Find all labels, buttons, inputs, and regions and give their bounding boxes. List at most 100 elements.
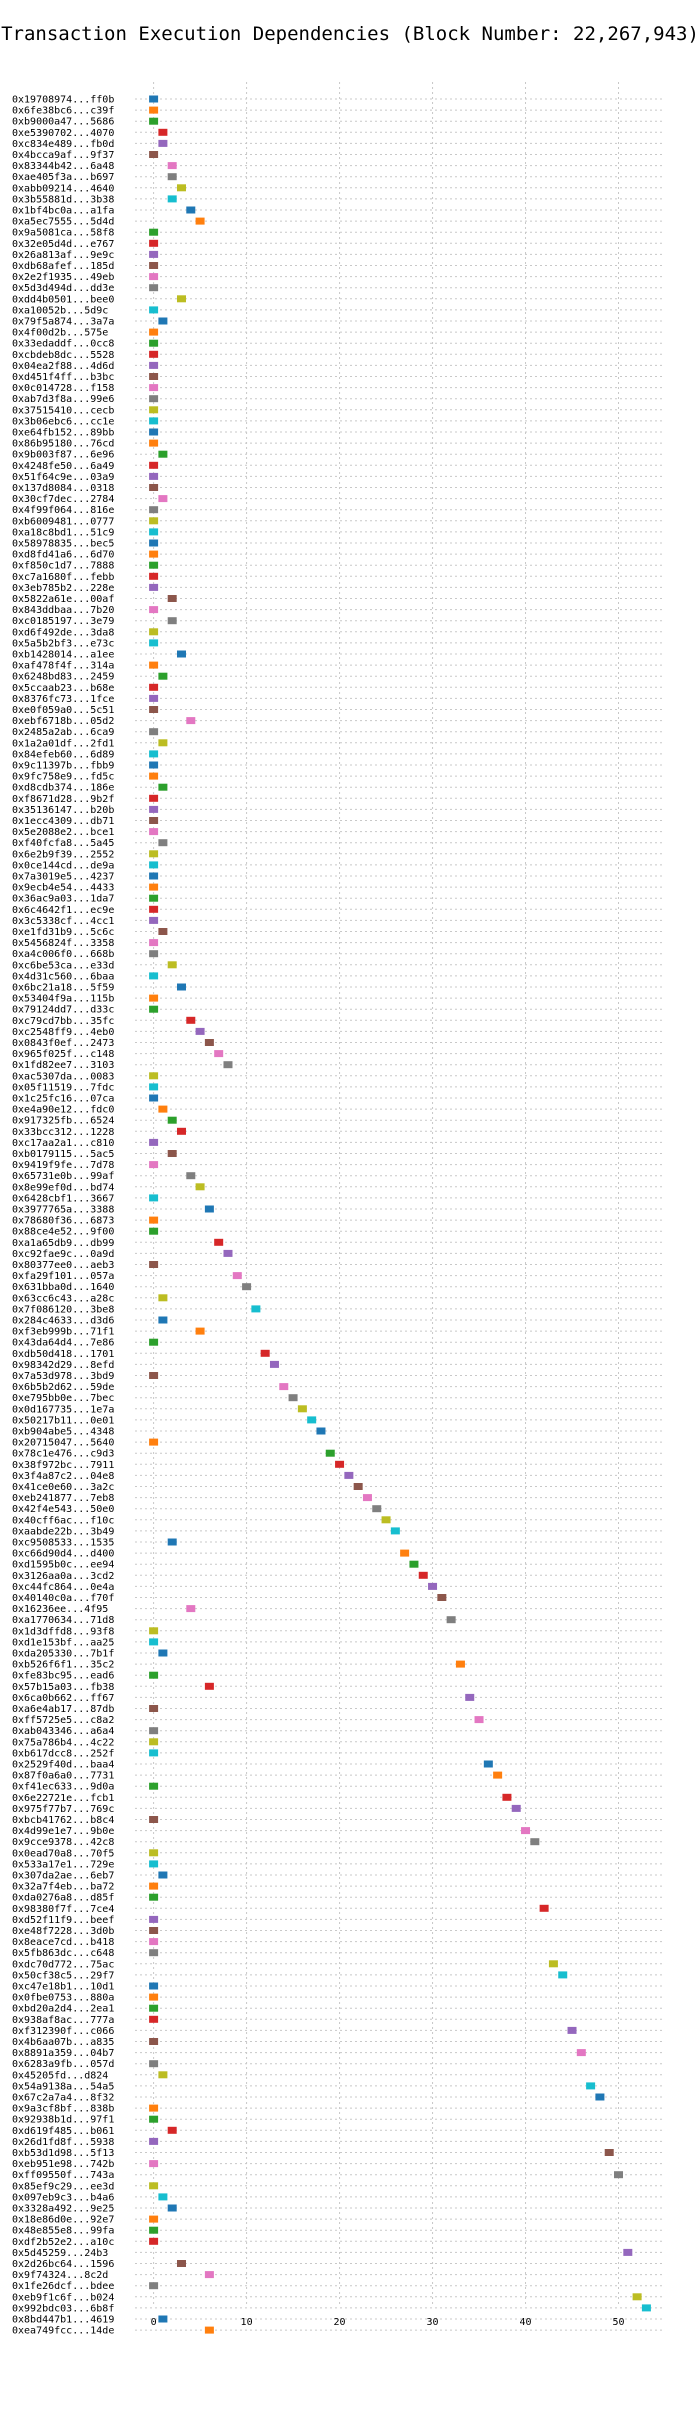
- dependency-mark: [149, 794, 159, 802]
- transaction-label: 0x92938b1d...97f1: [12, 2115, 114, 2126]
- dependency-mark: [167, 1538, 177, 1546]
- dependency-mark: [567, 2026, 577, 2034]
- dependency-mark: [149, 2060, 159, 2068]
- dependency-mark: [149, 1882, 159, 1890]
- dependency-mark: [149, 117, 159, 125]
- transaction-label: 0x8bd447b1...4619: [12, 2315, 114, 2326]
- transaction-label: 0x284c4633...d3d6: [12, 1316, 114, 1327]
- transaction-label: 0xa18c8bd1...51c9: [12, 527, 114, 538]
- dependency-mark: [502, 1793, 512, 1801]
- transaction-label: 0xeb951e98...742b: [12, 2159, 114, 2170]
- dependency-mark: [632, 2293, 642, 2301]
- transaction-label: 0x5ccaab23...b68e: [12, 683, 114, 694]
- transaction-label: 0x20715047...5640: [12, 1438, 114, 1449]
- dependency-mark: [149, 1005, 159, 1013]
- transaction-label: 0xea749fcc...14de: [12, 2326, 114, 2337]
- dependency-mark: [390, 1527, 400, 1535]
- transaction-label: 0xc92fae9c...0a9d: [12, 1249, 114, 1260]
- transaction-label: 0xf850c1d7...7888: [12, 561, 114, 572]
- transaction-label: 0x1fd82ee7...3103: [12, 1060, 114, 1071]
- dependency-mark: [474, 1716, 484, 1724]
- dependency-mark: [149, 694, 159, 702]
- transaction-label: 0x2e2f1935...49eb: [12, 272, 114, 283]
- dependency-mark: [307, 1416, 317, 1424]
- dependency-mark: [195, 1327, 205, 1335]
- transaction-label: 0xc44fc864...0e4a: [12, 1582, 114, 1593]
- transaction-label: 0xdd4b0501...bee0: [12, 294, 114, 305]
- dependency-mark: [325, 1449, 335, 1457]
- transaction-label: 0x6b5b2d62...59de: [12, 1382, 114, 1393]
- dependency-mark: [149, 583, 159, 591]
- transaction-label: 0xff5725e5...c8a2: [12, 1715, 114, 1726]
- transaction-label: 0x7a3019e5...4237: [12, 872, 114, 883]
- transaction-label: 0xd8cdb374...186e: [12, 783, 114, 794]
- dependency-mark: [149, 728, 159, 736]
- transaction-label: 0x938af8ac...777a: [12, 2015, 114, 2026]
- dependency-mark: [149, 151, 159, 158]
- dependency-mark: [232, 1272, 242, 1280]
- transaction-label: 0x2529f40d...baa4: [12, 1760, 114, 1771]
- transaction-label: 0x30cf7dec...2784: [12, 494, 114, 505]
- dependency-mark: [158, 839, 168, 847]
- transaction-label: 0x33edaddf...0cc8: [12, 339, 114, 350]
- dependency-mark: [149, 2038, 159, 2045]
- transaction-label: 0xb617dcc8...252f: [12, 1748, 114, 1759]
- dependency-mark: [149, 1849, 159, 1857]
- dependency-mark: [149, 528, 159, 536]
- transaction-label: 0x80377ee0...aeb3: [12, 1260, 114, 1271]
- dependency-mark: [158, 450, 168, 458]
- transaction-label: 0xda205330...7b1f: [12, 1649, 114, 1660]
- dependency-mark: [214, 1238, 224, 1246]
- dependency-mark: [149, 1705, 159, 1712]
- dependency-mark: [149, 1816, 159, 1823]
- transaction-label: 0x3977765a...3388: [12, 1205, 114, 1216]
- dependency-mark: [418, 1571, 428, 1579]
- dependency-mark: [158, 928, 168, 935]
- dependency-mark: [204, 1039, 214, 1046]
- dependency-mark: [176, 295, 186, 303]
- dependency-mark: [186, 1605, 196, 1613]
- transaction-label: 0x9c11397b...fbb9: [12, 761, 114, 772]
- dependency-mark: [149, 417, 159, 425]
- dependency-mark: [149, 1927, 159, 1934]
- dependency-mark: [149, 1915, 159, 1923]
- dependency-mark: [186, 1016, 196, 1024]
- transaction-label: 0x3b06ebc6...cc1e: [12, 416, 114, 427]
- transaction-label: 0x137d8084...0318: [12, 483, 114, 494]
- x-axis-ticks: 0 10 20 30 40 50: [151, 2317, 625, 2328]
- dependency-mark: [149, 1949, 159, 1957]
- dependency-mark: [158, 1105, 168, 1113]
- transaction-label: 0x4f00d2b...575e: [12, 328, 108, 339]
- transaction-label: 0x631bba0d...1640: [12, 1282, 114, 1293]
- transaction-label: 0x63cc6c43...a28c: [12, 1293, 114, 1304]
- transaction-label: 0x0fbe0753...880a: [12, 1993, 114, 2004]
- transaction-label: 0xcbdeb8dc...5528: [12, 350, 114, 361]
- transaction-label: 0xb1428014...a1ee: [12, 650, 114, 661]
- transaction-label: 0x3eb785b2...228e: [12, 583, 114, 594]
- transaction-label: 0xdb50d418...1701: [12, 1349, 114, 1360]
- dependency-mark: [149, 750, 159, 758]
- transaction-label: 0x1bf4bc0a...a1fa: [12, 206, 114, 217]
- dependency-mark: [158, 672, 168, 680]
- dependency-mark: [167, 195, 177, 203]
- dependency-mark: [149, 484, 159, 491]
- transaction-label: 0x6283a9fb...057d: [12, 2059, 114, 2070]
- dependency-mark: [149, 572, 159, 580]
- transaction-label: 0x533a17e1...729e: [12, 1859, 114, 1870]
- dependency-marks: [149, 95, 651, 2334]
- dependency-mark: [465, 1693, 475, 1701]
- dependency-mark: [149, 1372, 159, 1379]
- transaction-label: 0xab7d3f8a...99e6: [12, 394, 114, 405]
- dependency-mark: [149, 106, 159, 114]
- transaction-label: 0x41ce0e60...3a2c: [12, 1482, 114, 1493]
- transaction-label: 0xe64fb152...89bb: [12, 428, 114, 439]
- dependency-mark: [158, 317, 168, 325]
- transaction-label: 0xb0179115...5ac5: [12, 1149, 114, 1160]
- dependency-mark: [641, 2304, 651, 2312]
- dependency-mark: [149, 883, 159, 891]
- transaction-label: 0x1ecc4309...db71: [12, 816, 114, 827]
- dependency-mark: [149, 1216, 159, 1224]
- dependency-mark: [149, 1893, 159, 1901]
- dependency-mark: [149, 550, 159, 558]
- transaction-label: 0x18e86d0e...92e7: [12, 2215, 114, 2226]
